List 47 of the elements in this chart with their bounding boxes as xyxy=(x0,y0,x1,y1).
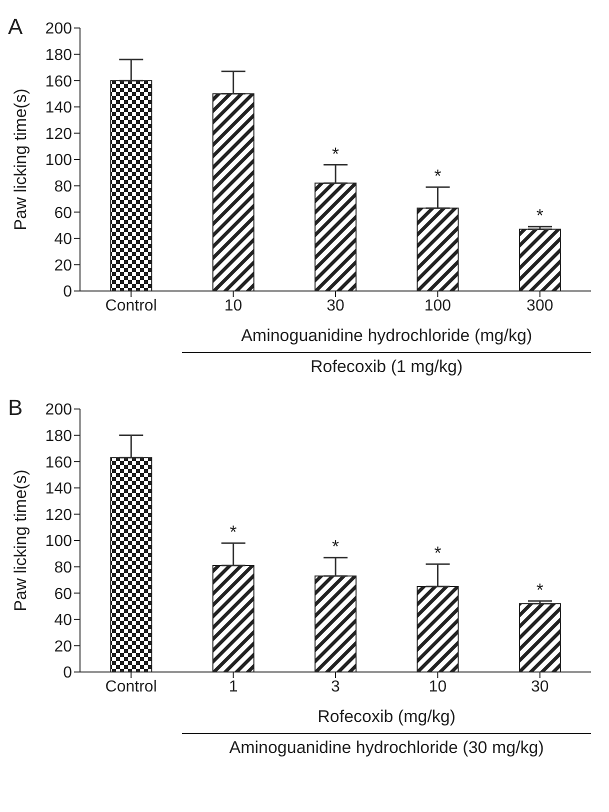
x-tick-label: 30 xyxy=(531,678,549,696)
x-tick-label: 3 xyxy=(331,678,340,696)
y-tick-label: 160 xyxy=(45,454,72,472)
annotation: * xyxy=(434,543,442,564)
y-tick-label: 80 xyxy=(54,178,72,196)
x-tick-label: 10 xyxy=(428,678,447,696)
text: Rofecoxib (1 mg/kg) xyxy=(310,357,464,377)
y-tick-label: 160 xyxy=(45,73,72,90)
y-tick-label: 60 xyxy=(54,586,72,603)
y-axis-title: Paw licking time(s) xyxy=(11,470,30,612)
annotation: * xyxy=(434,166,442,186)
y-tick-label: 0 xyxy=(63,664,72,682)
x-tick-label: Control xyxy=(105,297,157,314)
y-tick-label: 180 xyxy=(45,428,72,445)
y-tick-label: 20 xyxy=(54,638,72,656)
annotation: * xyxy=(536,580,544,600)
y-tick-label: 80 xyxy=(54,559,72,576)
y-tick-label: 200 xyxy=(45,402,72,419)
x-axis-title: Aminoguanidine hydrochloride (mg/kg) xyxy=(240,326,534,346)
y-tick-label: 140 xyxy=(45,100,72,117)
x-tick-label: 300 xyxy=(526,297,554,314)
y-tick-label: 0 xyxy=(63,284,72,301)
y-tick-label: 140 xyxy=(45,480,72,498)
y-tick-label: 20 xyxy=(54,257,72,274)
x-tick-label: Control xyxy=(105,678,157,696)
annotation: * xyxy=(536,206,544,226)
x-tick-label: 30 xyxy=(326,297,344,314)
y-tick-label: 200 xyxy=(45,20,72,38)
y-tick-label: 100 xyxy=(45,533,72,550)
y-tick-label: 180 xyxy=(45,46,72,64)
x-tick-label: 10 xyxy=(224,297,242,314)
chart-title: A xyxy=(8,14,23,40)
text: Aminoguanidine hydrochloride (30 mg/kg) xyxy=(228,738,545,758)
annotation: * xyxy=(332,536,340,557)
y-tick-label: 60 xyxy=(54,204,72,222)
y-tick-label: 40 xyxy=(54,231,72,248)
y-tick-label: 120 xyxy=(45,126,72,143)
y-tick-label: 40 xyxy=(54,612,72,630)
y-tick-label: 100 xyxy=(45,152,72,170)
annotation: * xyxy=(230,522,237,542)
y-tick-label: 120 xyxy=(45,506,72,524)
y-axis-title: Paw licking time(s) xyxy=(11,88,30,230)
x-tick-label: 1 xyxy=(228,678,238,696)
x-axis-title: Rofecoxib (mg/kg) xyxy=(316,707,457,727)
annotation: * xyxy=(332,144,340,164)
chart-title: B xyxy=(8,395,23,421)
x-tick-label: 100 xyxy=(424,297,452,314)
